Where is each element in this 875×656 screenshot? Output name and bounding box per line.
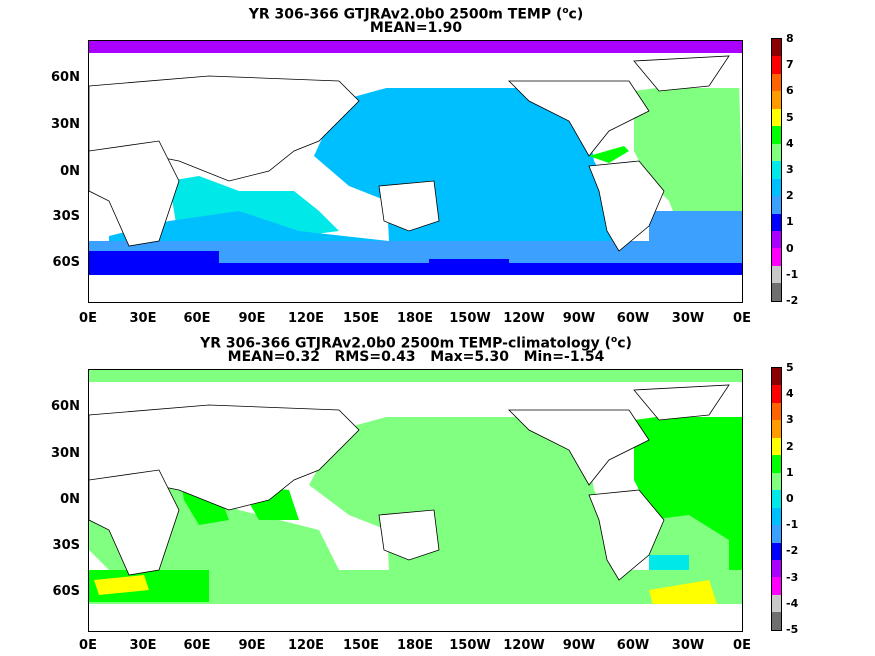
colorbar-segment (772, 108, 781, 127)
colorbar-tick-label: 6 (786, 84, 794, 98)
colorbar-tick-label: -2 (786, 544, 799, 558)
panel1-lon-label: 0E (733, 311, 751, 326)
colorbar-tick-label: 5 (786, 110, 794, 124)
panel2-title: YR 306-366 GTJRAv2.0b0 2500m TEMP-climat… (200, 335, 632, 352)
panel1-lat-label: 30S (52, 209, 80, 224)
panel1-lon-label: 180E (396, 311, 434, 326)
panel1-lon-label: 30E (129, 311, 157, 326)
panel1-lon-label: 150W (449, 311, 491, 326)
panel1-lon-label: 150E (342, 311, 380, 326)
colorbar-tick-label: -5 (786, 623, 799, 636)
colorbar-tick-label: 8 (786, 32, 794, 45)
panel1-lat-label: 60S (52, 255, 80, 270)
panel2-map (88, 369, 743, 632)
panel1-lat-label: 60N (51, 70, 80, 85)
colorbar-tick-label: 4 (786, 136, 794, 150)
colorbar-tick-label: 3 (786, 163, 794, 176)
colorbar-segment (772, 490, 781, 508)
colorbar-segment (772, 542, 781, 560)
colorbar-segment (772, 73, 781, 92)
panel1-lat-label: 30N (51, 117, 80, 132)
colorbar-segment (772, 248, 781, 266)
panel2-lat-label: 30N (51, 446, 80, 461)
colorbar-tick-label: 1 (786, 215, 794, 229)
panel2-colorbar (771, 367, 782, 631)
colorbar-segment (772, 91, 781, 109)
panel1-title: YR 306-366 GTJRAv2.0b0 2500m TEMP (oc) (248, 6, 584, 23)
panel2-lat-label: 60N (51, 399, 80, 414)
panel1-mean: MEAN=1.90 (369, 20, 463, 36)
colorbar-segment (772, 437, 781, 456)
panel1-lon-label: 30W (671, 311, 705, 326)
panel2-lon-label: 120E (287, 638, 325, 653)
panel2-lon-label: 150W (449, 638, 491, 653)
colorbar-tick-label: -2 (786, 294, 799, 307)
colorbar-segment (772, 126, 781, 144)
colorbar-segment (772, 559, 781, 578)
panel2-lon-label: 90E (238, 638, 266, 653)
panel2-lon-label: 150E (342, 638, 380, 653)
panel2-lat-label: 0N (60, 492, 80, 507)
panel2-lon-label: 90W (562, 638, 596, 653)
colorbar-segment (772, 178, 781, 197)
colorbar-tick-label: -1 (786, 518, 799, 532)
panel1-map (88, 40, 743, 303)
colorbar-segment (772, 507, 781, 526)
panel2-lon-label: 0E (79, 638, 97, 653)
panel1-lat-label: 0N (60, 164, 80, 179)
panel1-lon-label: 120E (287, 311, 325, 326)
colorbar-segment (772, 56, 781, 74)
panel1-lon-label: 60W (616, 311, 650, 326)
panel1-lon-label: 90E (238, 311, 266, 326)
panel2-lon-label: 120W (503, 638, 545, 653)
colorbar-segment (772, 577, 781, 595)
panel2-lat-label: 30S (52, 538, 80, 553)
panel2-lon-label: 0E (733, 638, 751, 653)
panel2-lon-label: 60E (183, 638, 211, 653)
colorbar-segment (772, 525, 781, 543)
colorbar-segment (772, 402, 781, 421)
colorbar-segment (772, 385, 781, 403)
colorbar-tick-label: 2 (786, 439, 794, 453)
panel1-lon-label: 60E (183, 311, 211, 326)
colorbar-tick-label: -1 (786, 267, 799, 281)
colorbar-segment (772, 594, 781, 613)
colorbar-segment (772, 143, 781, 162)
colorbar-tick-label: 2 (786, 189, 794, 203)
colorbar-segment (772, 161, 781, 179)
colorbar-segment (772, 283, 781, 301)
panel2-stats: MEAN=0.32 RMS=0.43 Max=5.30 Min=-1.54 (227, 349, 605, 365)
panel2-lon-label: 180E (396, 638, 434, 653)
colorbar-segment (772, 455, 781, 473)
colorbar-tick-label: 4 (786, 387, 794, 401)
colorbar-segment (772, 39, 781, 57)
colorbar-segment (772, 472, 781, 491)
panel2-lat-label: 60S (52, 584, 80, 599)
panel1-lon-label: 90W (562, 311, 596, 326)
colorbar-segment (772, 213, 781, 231)
colorbar-tick-label: -3 (786, 570, 799, 584)
panel2-lon-label: 30E (129, 638, 157, 653)
colorbar-segment (772, 420, 781, 438)
colorbar-segment (772, 612, 781, 630)
colorbar-tick-label: -4 (786, 596, 799, 610)
panel2-lon-label: 60W (616, 638, 650, 653)
panel1-colorbar (771, 38, 782, 302)
panel1-lon-label: 120W (503, 311, 545, 326)
colorbar-tick-label: 7 (786, 58, 794, 72)
panel2-lon-label: 30W (671, 638, 705, 653)
colorbar-segment (772, 196, 781, 214)
panel1-lon-label: 0E (79, 311, 97, 326)
colorbar-segment (772, 230, 781, 249)
colorbar-segment (772, 265, 781, 284)
colorbar-tick-label: 1 (786, 465, 794, 479)
colorbar-tick-label: 5 (786, 361, 794, 374)
colorbar-tick-label: 3 (786, 413, 794, 427)
colorbar-tick-label: 0 (786, 492, 794, 505)
colorbar-segment (772, 368, 781, 386)
colorbar-tick-label: 0 (786, 241, 794, 255)
